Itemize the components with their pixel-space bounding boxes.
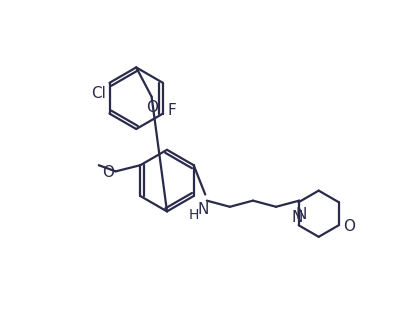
Text: F: F <box>168 103 176 118</box>
Text: N: N <box>295 207 307 222</box>
Text: N: N <box>197 202 208 217</box>
Text: O: O <box>102 165 114 180</box>
Text: H: H <box>188 208 199 222</box>
Text: Cl: Cl <box>91 86 106 101</box>
Text: N: N <box>292 210 303 225</box>
Text: O: O <box>146 100 158 115</box>
Text: O: O <box>343 219 355 234</box>
